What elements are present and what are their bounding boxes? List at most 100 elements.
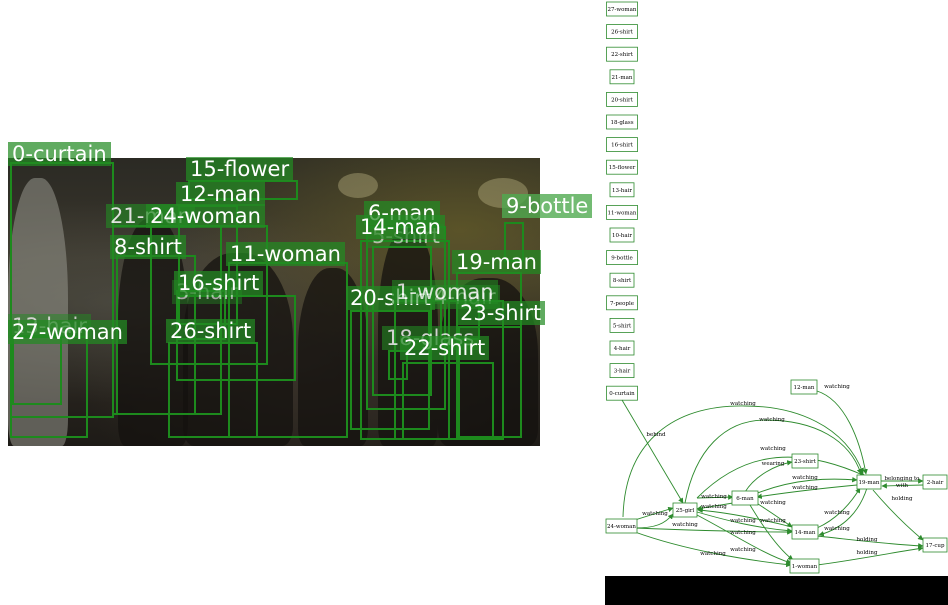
edge bbox=[696, 456, 866, 499]
edge-label: watching bbox=[730, 547, 756, 553]
scene-graph: 27-woman 26-shirt 22-shirt 21-man 20-shirt 18… bbox=[605, 1, 948, 574]
edge bbox=[622, 405, 864, 518]
node-label: 5-shirt bbox=[613, 323, 632, 329]
person-silhouette bbox=[118, 218, 188, 446]
graph-node: 23-shirt bbox=[791, 453, 819, 469]
edge bbox=[634, 506, 674, 521]
node-label: 19-man bbox=[859, 480, 880, 486]
node-label: 3-hair bbox=[614, 369, 631, 375]
graph-node: 7-people bbox=[606, 295, 638, 311]
edge-label: watching bbox=[760, 518, 786, 524]
node-label: 2-hair bbox=[927, 480, 944, 486]
edge-label: watching bbox=[824, 510, 850, 516]
graph-node: 0-curtain bbox=[606, 385, 638, 401]
node-label: 15-flower bbox=[609, 165, 636, 171]
graph-node: 18-glass bbox=[606, 114, 638, 130]
black-bar bbox=[605, 576, 948, 605]
graph-node: 10-hair bbox=[609, 227, 635, 243]
person-silhouette bbox=[378, 228, 438, 446]
graph-node: 21-man bbox=[609, 69, 635, 85]
ceiling-light bbox=[338, 173, 378, 198]
edge bbox=[749, 504, 794, 561]
person-silhouette bbox=[8, 178, 68, 446]
edge-label: watching bbox=[792, 475, 818, 481]
graph-node: 9-bottle bbox=[606, 250, 638, 266]
edge-label: watching bbox=[730, 530, 756, 536]
node-label: 14-man bbox=[795, 530, 816, 536]
graph-node: 5-shirt bbox=[609, 317, 635, 333]
node-label: 7-people bbox=[610, 301, 634, 307]
edge bbox=[696, 514, 792, 565]
edge-label: belonging to bbox=[884, 476, 920, 482]
graph-node: 13-hair bbox=[609, 182, 635, 198]
edge bbox=[756, 484, 858, 499]
edge-label: holding bbox=[857, 550, 878, 556]
edge-label: watching bbox=[730, 401, 756, 407]
node-label: 25-girl bbox=[676, 508, 695, 514]
node-label: 6-man bbox=[736, 496, 754, 502]
graph-node: 12-man bbox=[790, 379, 818, 395]
edge-label: behind bbox=[646, 432, 666, 438]
node-label: 10-hair bbox=[612, 233, 632, 239]
edge bbox=[816, 390, 868, 475]
person-silhouette bbox=[298, 268, 368, 446]
edge-label: wearing bbox=[762, 461, 785, 467]
isolated-nodes: 27-woman 26-shirt 22-shirt 21-man 20-shirt 18… bbox=[606, 1, 638, 401]
node-label: 22-shirt bbox=[611, 52, 634, 58]
edge-label: watching bbox=[730, 518, 756, 524]
node-label: 20-shirt bbox=[611, 97, 634, 103]
node-label: 0-curtain bbox=[609, 391, 635, 397]
graph-node: 2-hair bbox=[922, 474, 948, 490]
edge bbox=[816, 546, 924, 566]
person-silhouette bbox=[438, 278, 538, 446]
edge-label: watching bbox=[824, 526, 850, 532]
node-label: 21-man bbox=[612, 75, 633, 81]
graph-node: 15-flower bbox=[606, 159, 638, 175]
edge-label: with bbox=[896, 483, 909, 489]
graph-node: 25-girl bbox=[672, 502, 698, 518]
node-label: 9-bottle bbox=[611, 256, 633, 262]
graph-node: 4-hair bbox=[609, 340, 635, 356]
edge bbox=[754, 476, 858, 495]
node-label: 13-hair bbox=[612, 188, 632, 194]
ceiling-light bbox=[478, 178, 528, 208]
graph-node: 11-woman bbox=[606, 204, 638, 220]
graph-node: 19-man bbox=[856, 474, 882, 490]
edge-label: watching bbox=[701, 494, 727, 500]
edge bbox=[744, 460, 793, 493]
graph-node: 3-hair bbox=[609, 363, 635, 379]
edge-label: watching bbox=[760, 446, 786, 452]
graph-node: 20-shirt bbox=[606, 92, 638, 107]
edge-label: watching bbox=[700, 551, 726, 557]
graph-node: 17-cup bbox=[922, 537, 948, 553]
edge-label: watching bbox=[792, 485, 818, 491]
graph-node: 8-shirt bbox=[609, 272, 635, 288]
graph-node: 22-shirt bbox=[606, 46, 638, 62]
edge bbox=[754, 501, 793, 528]
node-label: 12-man bbox=[794, 385, 815, 391]
edge-label: watching bbox=[824, 384, 850, 390]
edge bbox=[634, 527, 793, 535]
graph-node: 26-shirt bbox=[606, 24, 638, 40]
node-label: 27-woman bbox=[608, 7, 637, 13]
edge bbox=[872, 489, 924, 541]
edge bbox=[816, 487, 861, 529]
edge bbox=[684, 419, 863, 504]
graph-node: 27-woman bbox=[606, 1, 638, 17]
node-label: 1-woman bbox=[792, 564, 818, 570]
scene-photo bbox=[8, 158, 540, 446]
edge-label: holding bbox=[857, 537, 878, 543]
edge-label: watching bbox=[759, 417, 785, 423]
graph-nodes: 12-man 23-shirt 19-man 2-hair 6-man 25-g… bbox=[605, 379, 948, 574]
node-label: 16-shirt bbox=[611, 143, 634, 149]
node-label: 17-cup bbox=[925, 543, 944, 549]
node-label: 24-woman bbox=[607, 524, 636, 530]
edge bbox=[881, 483, 924, 489]
edge bbox=[696, 511, 793, 534]
edge-label: watching bbox=[672, 522, 698, 528]
edge bbox=[634, 531, 792, 568]
graph-node: 16-shirt bbox=[606, 137, 638, 153]
node-label: 26-shirt bbox=[611, 30, 634, 36]
edge-label-group: behind watching watching watching watchi… bbox=[642, 384, 920, 557]
graph-edges bbox=[621, 390, 924, 568]
